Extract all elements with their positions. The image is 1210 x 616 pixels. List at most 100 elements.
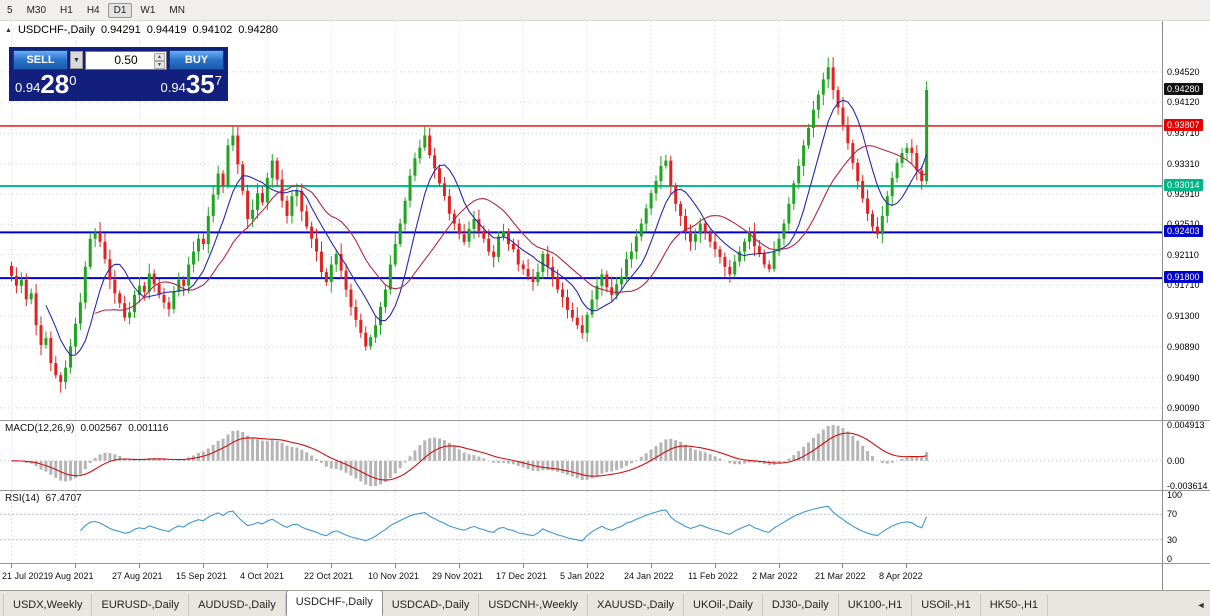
date-tick — [267, 564, 268, 568]
date-label: 29 Nov 2021 — [432, 571, 484, 581]
price-axis-label: 0.94520 — [1167, 67, 1200, 77]
buy-price-big: 35 — [185, 69, 215, 99]
price-axis-label: 0.90890 — [1167, 342, 1200, 352]
chevron-down-icon: ▼ — [73, 56, 80, 64]
tab-hk50-h1[interactable]: HK50-,H1 — [981, 594, 1049, 616]
timeframe-button-m30[interactable]: M30 — [26, 4, 47, 16]
date-tick — [139, 564, 140, 568]
price-axis-label: 0.92910 — [1167, 189, 1200, 199]
macd-value-main: 0.002567 — [80, 423, 123, 434]
panel-separator — [0, 490, 1210, 491]
date-tick — [331, 564, 332, 568]
tab-eurusd-daily[interactable]: EURUSD-,Daily — [92, 594, 190, 616]
lot-size-value: 0.50 — [114, 53, 138, 67]
price-axis-label: 0.91710 — [1167, 280, 1200, 290]
price-axis-label: 0.92110 — [1167, 250, 1199, 260]
chart-icon: ▲ — [5, 26, 12, 34]
timeframe-toolbar: 5 M30 H1 H4 D1 W1 MN — [0, 0, 1210, 21]
date-axis[interactable]: 21 Jul 2021 9 Aug 2021 27 Aug 2021 15 Sep 2… — [0, 564, 1162, 590]
date-tick — [715, 564, 716, 568]
timeframe-button-h4[interactable]: H4 — [86, 4, 100, 16]
price-axis-label: 0.91300 — [1167, 311, 1200, 321]
macd-label: MACD(12,26,9) 0.002567 0.001116 — [5, 423, 168, 434]
rsi-chart[interactable] — [0, 491, 1162, 563]
macd-axis-label: 0.00 — [1167, 456, 1185, 466]
tab-xauusd-daily[interactable]: XAUUSD-,Daily — [588, 594, 685, 616]
tab-usdcnh-weekly[interactable]: USDCNH-,Weekly — [479, 594, 588, 616]
tab-dj30-daily[interactable]: DJ30-,Daily — [763, 594, 839, 616]
tab-usoil-h1[interactable]: USOil-,H1 — [912, 594, 981, 616]
ohlc-open: 0.94291 — [100, 24, 141, 36]
chart-header: ▲ USDCHF-,Daily 0.94291 0.94419 0.94102 … — [5, 24, 278, 36]
tab-usdchf-daily[interactable]: USDCHF-,Daily — [285, 591, 383, 616]
timeframe-button-d1[interactable]: D1 — [107, 2, 133, 18]
buy-price-main: 0.94 — [160, 80, 186, 95]
hline-teal-price-badge: 0.93014 — [1164, 179, 1203, 191]
ohlc-close: 0.94280 — [238, 24, 278, 36]
macd-panel: MACD(12,26,9) 0.002567 0.001116 — [0, 421, 1162, 490]
price-axis[interactable]: 0.94520 0.94120 0.93710 0.93310 0.92910 0.925… — [1162, 21, 1210, 590]
date-label: 8 Apr 2022 — [879, 571, 923, 581]
price-axis-label: 0.92510 — [1167, 219, 1200, 229]
date-tick — [395, 564, 396, 568]
chart-tabs-bar: USDX,Weekly EURUSD-,Daily AUDUSD-,Daily USD… — [0, 590, 1210, 616]
ohlc-low: 0.94102 — [192, 24, 233, 36]
rsi-label: RSI(14) 67.4707 — [5, 493, 82, 504]
tab-usdx-weekly[interactable]: USDX,Weekly — [3, 594, 93, 616]
chart-title: USDCHF-,Daily — [17, 24, 95, 36]
sell-price-main: 0.94 — [15, 80, 41, 95]
date-label: 15 Sep 2021 — [176, 571, 228, 581]
rsi-axis-label: 30 — [1167, 535, 1178, 545]
price-axis-label: 0.90490 — [1167, 373, 1200, 383]
date-label: 2 Mar 2022 — [752, 571, 798, 581]
timeframe-button-5[interactable]: 5 — [7, 4, 13, 16]
date-label: 11 Feb 2022 — [688, 571, 738, 581]
price-axis-label: 0.93310 — [1167, 159, 1200, 169]
date-tick — [587, 564, 588, 568]
candlestick-chart[interactable] — [0, 21, 1162, 420]
date-tick — [75, 564, 76, 568]
hline-red-price-badge: 0.93807 — [1164, 119, 1203, 131]
date-tick — [523, 564, 524, 568]
sell-price-sup: 0 — [69, 73, 77, 88]
lot-dropdown-button[interactable]: ▼ — [70, 51, 83, 69]
rsi-axis-label: 70 — [1167, 509, 1178, 519]
date-tick — [842, 564, 843, 568]
sell-price: 0.94 28 0 — [15, 70, 76, 99]
date-tick — [779, 564, 780, 568]
tab-ukoil-daily[interactable]: UKOil-,Daily — [684, 594, 763, 616]
lot-stepper: ▲ ▼ — [154, 52, 165, 69]
tabbar-scroll-left-button[interactable]: ◄ — [1196, 600, 1206, 610]
rsi-name: RSI(14) — [5, 493, 40, 504]
macd-value-signal: 0.001116 — [128, 423, 169, 434]
tab-audusd-daily[interactable]: AUDUSD-,Daily — [189, 594, 286, 616]
hline-blue2-price-badge: 0.91800 — [1164, 271, 1203, 283]
timeframe-button-mn[interactable]: MN — [169, 4, 185, 16]
tab-uk100-h1[interactable]: UK100-,H1 — [839, 594, 913, 616]
panel-separator — [0, 420, 1210, 421]
lot-size-input[interactable]: 0.50 ▲ ▼ — [85, 50, 167, 70]
date-label: 17 Dec 2021 — [496, 571, 548, 581]
date-tick — [11, 564, 12, 568]
macd-axis-label: -0.003614 — [1167, 481, 1208, 491]
buy-button[interactable]: BUY — [169, 50, 224, 70]
macd-chart[interactable] — [0, 421, 1162, 490]
date-label: 5 Jan 2022 — [560, 571, 605, 581]
date-tick — [459, 564, 460, 568]
rsi-value: 67.4707 — [45, 493, 82, 504]
timeframe-button-h1[interactable]: H1 — [60, 4, 73, 16]
date-label: 21 Jul 2021 — [2, 571, 49, 581]
rsi-panel: RSI(14) 67.4707 — [0, 491, 1162, 563]
chart-window: ▲ USDCHF-,Daily 0.94291 0.94419 0.94102 … — [0, 21, 1162, 420]
date-tick — [651, 564, 652, 568]
date-label: 24 Jan 2022 — [624, 571, 674, 581]
price-axis-label: 0.94120 — [1167, 97, 1200, 107]
sell-button[interactable]: SELL — [13, 50, 68, 70]
price-axis-label: 0.90090 — [1167, 403, 1200, 413]
stepper-down-icon[interactable]: ▼ — [154, 60, 165, 69]
current-price-badge: 0.94280 — [1164, 83, 1203, 95]
timeframe-button-w1[interactable]: W1 — [140, 4, 156, 16]
stepper-up-icon[interactable]: ▲ — [154, 52, 165, 61]
buy-price-sup: 7 — [214, 73, 222, 88]
tab-usdcad-daily[interactable]: USDCAD-,Daily — [383, 594, 480, 616]
